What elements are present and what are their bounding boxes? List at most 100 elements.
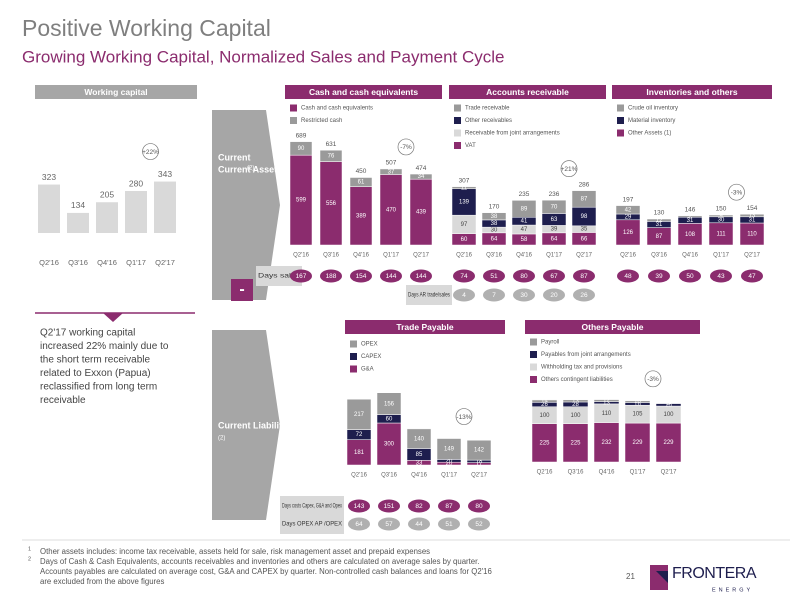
- logo-name: FRONTERA: [672, 565, 757, 582]
- x-tick-label: Q3'16: [381, 473, 397, 479]
- total-label: 631: [326, 141, 337, 148]
- day-badge: [710, 269, 732, 283]
- legend-swatch: [454, 117, 461, 124]
- bar-segment: [409, 173, 433, 180]
- segment-label: 217: [354, 412, 365, 418]
- change-badge: [142, 143, 159, 160]
- bar-segment: [376, 422, 402, 466]
- total-label: 154: [747, 205, 758, 212]
- segment-label: 139: [459, 200, 470, 206]
- segment-label: 556: [326, 201, 337, 207]
- segment-label: 60: [461, 237, 468, 243]
- change-label: -3%: [647, 376, 659, 383]
- day-value: 39: [655, 273, 663, 280]
- x-tick-label: Q2'17: [661, 470, 677, 476]
- segment-label: 108: [685, 232, 696, 238]
- total-label: 286: [579, 181, 590, 188]
- segment-label: 105: [632, 412, 643, 418]
- change-label: -3%: [731, 189, 743, 196]
- day-badge: [348, 517, 370, 531]
- segment-label: 225: [570, 440, 581, 446]
- legend-label: Payables from joint arrangements: [541, 352, 631, 358]
- segment-label: 3: [667, 401, 671, 407]
- row-label: Days costs Capex, G&A and Opex: [282, 503, 343, 510]
- x-tick-label: Q2'17: [155, 258, 175, 267]
- day-value: 30: [520, 292, 528, 299]
- minus-badge: [231, 279, 253, 301]
- segment-label: 229: [632, 440, 643, 446]
- x-tick-label: Q1'17: [441, 473, 457, 479]
- segment-label: 100: [570, 413, 581, 419]
- x-tick-label: Q4'16: [599, 470, 615, 476]
- x-tick-label: Q2'16: [537, 470, 553, 476]
- day-value: 154: [356, 273, 367, 280]
- legend-swatch: [454, 142, 461, 149]
- segment-label: 149: [444, 447, 455, 453]
- total-label: 197: [623, 196, 634, 203]
- footnote-line: Other assets includes: income tax receiv…: [40, 547, 430, 556]
- x-tick-label: Q3'16: [651, 253, 667, 259]
- segment-label: 7: [688, 214, 692, 220]
- segment-label: 58: [521, 237, 528, 243]
- x-tick-label: Q2'17: [744, 253, 760, 259]
- x-tick-label: Q1'17: [630, 470, 646, 476]
- bar-segment: [466, 439, 492, 461]
- bar-label: 134: [71, 200, 85, 210]
- subtitle: Growing Working Capital, Normalized Sale…: [22, 47, 505, 66]
- bar-label: 323: [42, 172, 56, 182]
- day-badge: [468, 499, 490, 513]
- segment-label: 47: [521, 227, 528, 233]
- bar-segment: [562, 423, 589, 463]
- total-label: 150: [716, 206, 727, 213]
- x-tick-label: Q2'16: [620, 253, 636, 259]
- legend-label: Cash and cash equivalents: [301, 106, 373, 112]
- note-line: receivable: [40, 395, 86, 406]
- total-label: 689: [296, 132, 307, 139]
- day-value: 143: [354, 503, 365, 510]
- day-value: 52: [475, 521, 483, 528]
- day-value: 80: [520, 273, 528, 280]
- legend-swatch: [617, 129, 624, 137]
- segment-label: 87: [581, 197, 588, 203]
- day-badge: [513, 288, 535, 302]
- x-tick-label: Q1'17: [546, 253, 562, 259]
- segment-label: 12: [656, 218, 663, 224]
- segment-label: 31: [749, 217, 756, 223]
- change-label: +21%: [561, 166, 578, 173]
- row-label: Days sales: [258, 273, 300, 280]
- day-badge: [617, 269, 639, 283]
- segment-label: 100: [539, 413, 550, 419]
- legend-label: Other receivables: [465, 118, 512, 124]
- segment-label: 97: [461, 222, 468, 228]
- legend-swatch: [454, 104, 461, 112]
- legend-label: Receivable from joint arrangements: [465, 131, 560, 137]
- legend-label: Material inventory: [628, 118, 675, 124]
- segment-label: 181: [354, 450, 365, 456]
- x-tick-label: Q2'16: [39, 258, 59, 267]
- liabilities-chevron: [212, 330, 280, 520]
- bar-label: 343: [158, 169, 172, 179]
- total-label: 236: [549, 191, 560, 198]
- segment-label: 142: [474, 448, 485, 454]
- legend-label: Withholding tax and provisions: [541, 365, 622, 371]
- day-value: 144: [416, 273, 427, 280]
- segment-label: 13: [749, 213, 756, 219]
- legend-label: G&A: [361, 367, 374, 373]
- bar-segment: [708, 214, 734, 218]
- minus-text: -: [239, 281, 244, 298]
- bar-segment: [677, 215, 703, 218]
- total-label: 450: [356, 168, 367, 175]
- day-badge: [453, 288, 475, 302]
- segment-label: 156: [384, 401, 395, 407]
- bar-segment: [615, 219, 641, 246]
- day-badge: [468, 517, 490, 531]
- bar-segment: [349, 177, 373, 187]
- bar-segment: [451, 188, 477, 216]
- day-badge: [378, 499, 400, 513]
- segment-label: 72: [356, 432, 363, 438]
- segment-label: 20: [446, 458, 453, 464]
- segment-label: 85: [416, 452, 423, 458]
- legend-label: CAPEX: [361, 354, 381, 360]
- panel-title: Inventories and others: [646, 87, 737, 97]
